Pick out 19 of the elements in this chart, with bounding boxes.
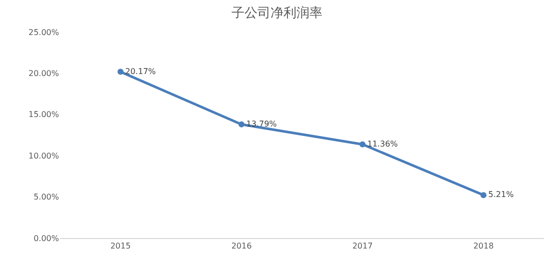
data-label: 20.17% <box>125 66 156 76</box>
data-label: 11.36% <box>367 139 398 148</box>
x-tick-label: 2018 <box>473 242 494 251</box>
point <box>360 141 366 148</box>
x-tick-label: 2015 <box>110 242 131 251</box>
data-label: 13.79% <box>246 119 278 128</box>
y-tick-label: 25.00% <box>28 28 60 37</box>
y-tick-label: 5.00% <box>34 192 60 202</box>
x-tick-label: 2016 <box>231 242 252 251</box>
x-tick-label: 2017 <box>352 242 373 251</box>
point <box>118 68 124 75</box>
y-tick-label: 15.00% <box>28 110 60 120</box>
y-tick-label: 20.00% <box>28 69 60 78</box>
point <box>238 121 244 128</box>
point <box>480 192 486 198</box>
y-tick-label: 0.00% <box>34 234 60 243</box>
chart-title: 子公司净利润率 <box>232 4 322 21</box>
y-tick-label: 10.00% <box>28 151 60 160</box>
data-label: 5.21% <box>488 190 514 200</box>
